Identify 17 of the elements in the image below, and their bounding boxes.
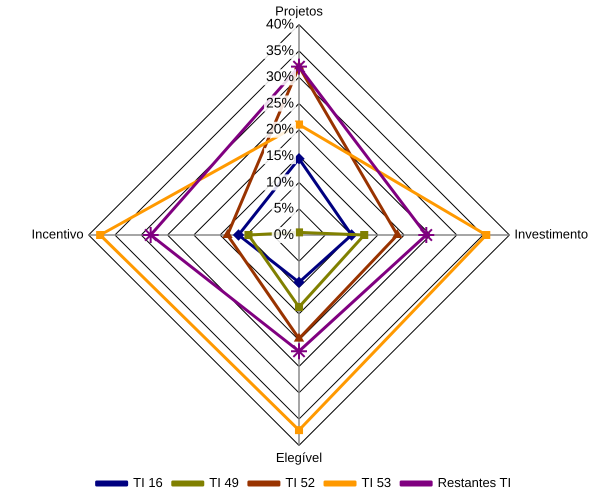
spoke-label: Incentivo — [32, 226, 84, 242]
y-tick-label: 35% — [266, 42, 294, 58]
y-tick-label: 20% — [266, 120, 294, 137]
y-tick-label: 25% — [266, 94, 294, 110]
legend-label: TI 16 — [133, 475, 163, 490]
y-tick-label: 0% — [274, 226, 294, 242]
spoke-label: Elegível — [276, 450, 322, 465]
y-tick-label: 40% — [266, 15, 294, 32]
legend-label: Restantes TI — [438, 475, 512, 490]
legend-label: TI 52 — [285, 475, 316, 490]
y-tick-label: 5% — [274, 200, 294, 216]
spoke-label: Investimento — [514, 226, 588, 242]
legend-label: TI 49 — [209, 475, 239, 490]
y-tick-label: 30% — [266, 68, 294, 84]
y-tick-label: 15% — [266, 146, 294, 163]
y-tick-label: 10% — [266, 173, 294, 190]
legend-label: TI 53 — [362, 475, 392, 490]
